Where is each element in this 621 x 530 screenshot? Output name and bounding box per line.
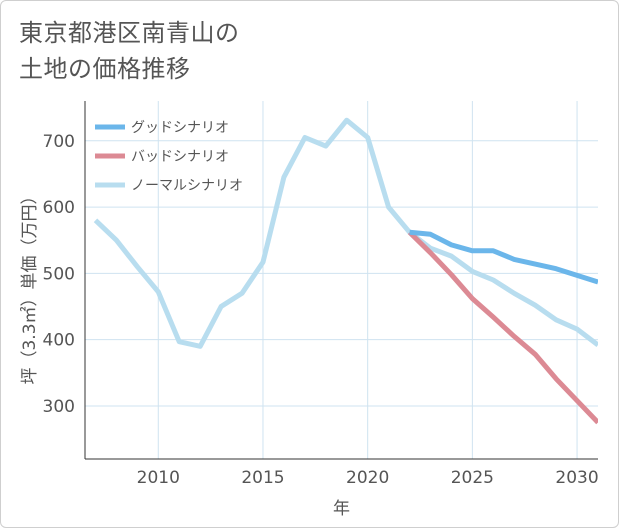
legend-label-2: ノーマルシナリオ bbox=[131, 178, 243, 194]
chart-title-line-1: 東京都港区南青山の bbox=[19, 19, 240, 47]
x-axis-label: 年 bbox=[333, 499, 350, 519]
x-tick-label: 2010 bbox=[137, 468, 180, 488]
legend-label-0: グッドシナリオ bbox=[131, 120, 229, 136]
legend-label-1: バッドシナリオ bbox=[131, 149, 229, 165]
y-tick-label: 300 bbox=[43, 397, 75, 417]
y-tick-label: 700 bbox=[43, 132, 75, 152]
y-tick-label: 600 bbox=[43, 198, 75, 218]
y-axis-label: 坪（3.3㎡）単価（万円） bbox=[20, 187, 40, 384]
y-tick-label: 400 bbox=[43, 331, 75, 351]
series-line-1 bbox=[407, 230, 598, 425]
axes bbox=[84, 101, 598, 460]
series-line-0 bbox=[409, 229, 598, 285]
x-tick-label: 2030 bbox=[555, 468, 598, 488]
tick-labels: 300 400 500 600 700 2010 2015 2020 2025 2030 bbox=[43, 132, 599, 488]
series-line-2 bbox=[93, 117, 598, 349]
series-lines bbox=[93, 117, 598, 425]
x-tick-label: 2020 bbox=[346, 468, 389, 488]
x-tick-label: 2025 bbox=[451, 468, 494, 488]
chart-title: 東京都港区南青山の 土地の価格推移 bbox=[19, 15, 240, 87]
y-tick-label: 500 bbox=[43, 264, 75, 284]
grid-lines bbox=[85, 101, 598, 459]
chart-title-line-2: 土地の価格推移 bbox=[19, 55, 191, 83]
x-tick-label: 2015 bbox=[241, 468, 284, 488]
